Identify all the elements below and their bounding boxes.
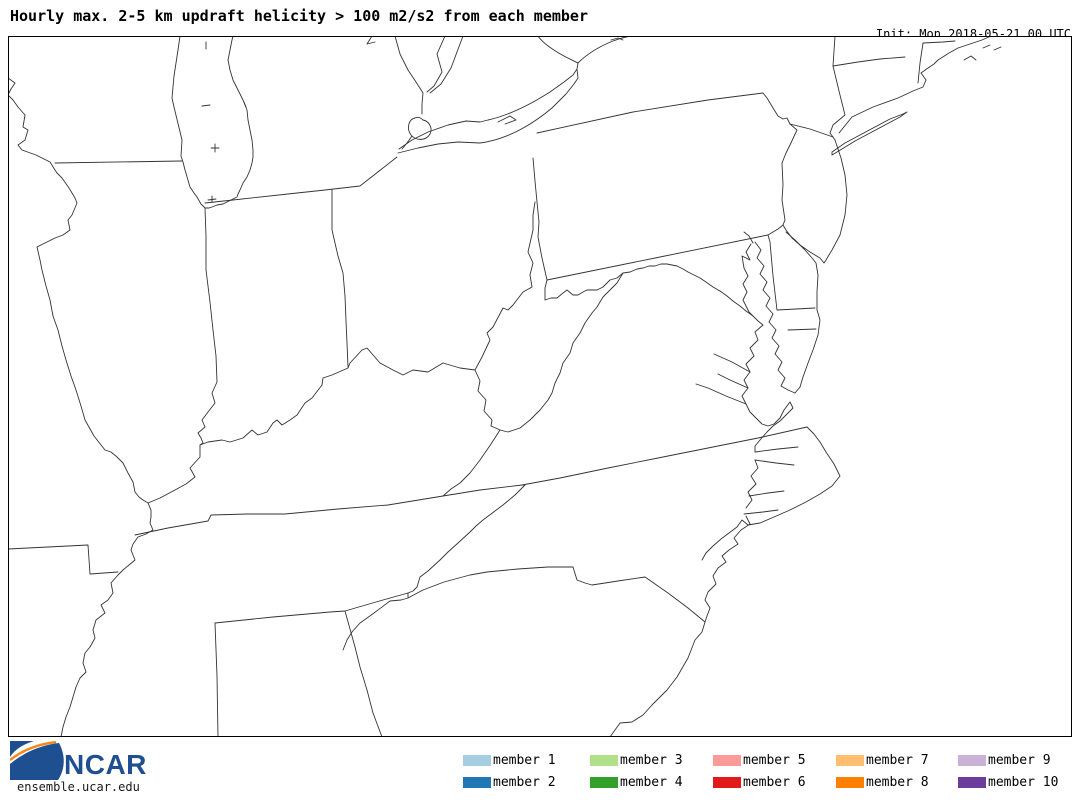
tennessee-south-border (214, 592, 409, 624)
ohio-pennsylvania-border (532, 157, 548, 281)
legend-swatch (836, 754, 864, 766)
legend-item: member 8 (836, 771, 958, 793)
delmarva-atlantic-coast (785, 231, 821, 394)
newengland-state-lines (832, 40, 956, 84)
legend-swatch (590, 754, 618, 766)
legend-label: member 3 (620, 752, 683, 768)
mason-dixon-line (546, 234, 769, 281)
page-title: Hourly max. 2-5 km updraft helicity > 10… (10, 7, 588, 25)
legend-swatch (463, 754, 491, 766)
map-svg (8, 36, 1072, 737)
southcarolina-coastline (609, 621, 706, 737)
newjersey-outline (781, 123, 848, 264)
missouri-arkansas-border (8, 544, 119, 575)
indiana-ohio-border (331, 189, 349, 368)
legend-swatch (463, 776, 491, 788)
legend-item: member 5 (713, 749, 836, 771)
ncar-logo (10, 741, 64, 780)
legend-item: member 2 (463, 771, 590, 793)
delmarva-md-va-line (787, 328, 817, 331)
kentucky-virginia-border (442, 429, 501, 497)
legend-item: member 7 (836, 749, 958, 771)
legend-item: member 6 (713, 771, 836, 793)
pennsylvania-newyork-border (536, 92, 791, 134)
outer-banks (701, 426, 841, 561)
ncar-logo-sail (10, 743, 64, 780)
westvirginia-virginia-border (499, 272, 624, 433)
legend-label: member 4 (620, 774, 683, 790)
lake-michigan-outline (171, 36, 254, 209)
legend-label: member 8 (866, 774, 929, 790)
indiana-michigan-border (204, 156, 398, 204)
chesapeake-bay-west-shore (741, 243, 791, 427)
alabama-georgia-border (344, 610, 383, 737)
chesapeake-bay-east-shore (743, 231, 796, 394)
mississippi-river-border (8, 77, 154, 737)
legend-label: member 9 (988, 752, 1051, 768)
legend-column: member 9 member 10 (958, 749, 1076, 793)
site-url: ensemble.ucar.edu (17, 780, 140, 794)
ncar-wordmark: NCAR (64, 749, 147, 780)
ncar-logo-wedge (10, 741, 34, 757)
lake-erie-outline (397, 62, 579, 154)
legend-item: member 1 (463, 749, 590, 771)
legend-item: member 9 (958, 749, 1076, 771)
bigsandy-wv-ky-border (474, 369, 501, 431)
legend-item: member 3 (590, 749, 713, 771)
northcarolina-coastline (704, 401, 794, 623)
legend-item: member 10 (958, 771, 1076, 793)
map-frame (8, 36, 1072, 737)
lake-huron-stclair-outline (366, 36, 464, 150)
forecast-map (8, 36, 1072, 737)
delaware-borders (767, 224, 816, 311)
long-island-outline (831, 111, 908, 156)
tennessee-northcarolina-border (407, 484, 526, 594)
legend-item: member 4 (590, 771, 713, 793)
legend-swatch (713, 754, 741, 766)
northcarolina-southcarolina-border (407, 566, 706, 623)
legend-label: member 2 (493, 774, 556, 790)
legend-label: member 1 (493, 752, 556, 768)
legend-swatch (958, 776, 986, 788)
albemarle-pamlico-sounds (743, 446, 799, 515)
legend-swatch (958, 754, 986, 766)
legend: member 1 member 2 member 3 member 4 member 5… (463, 749, 1076, 793)
virginia-tidal-rivers (695, 353, 751, 405)
legend-column: member 1 member 2 (463, 749, 590, 793)
virginia-northcarolina-border (521, 426, 808, 486)
ohio-river-border (147, 201, 536, 504)
illinois-indiana-border (197, 207, 218, 446)
lake-graticule-marks (201, 41, 247, 203)
kentucky-tennessee-border (134, 484, 523, 536)
legend-swatch (836, 776, 864, 788)
legend-swatch (713, 776, 741, 788)
mississippi-alabama-border (214, 622, 219, 737)
legend-label: member 10 (988, 774, 1059, 790)
legend-label: member 7 (866, 752, 929, 768)
potomac-md-wv-border (544, 263, 764, 326)
legend-column: member 7 member 8 (836, 749, 958, 793)
legend-label: member 6 (743, 774, 806, 790)
wisconsin-illinois-border (54, 160, 183, 164)
ncar-logo-swoosh (10, 741, 57, 761)
newengland-coastline (838, 36, 1002, 134)
legend-swatch (590, 776, 618, 788)
georgia-southcarolina-border (342, 592, 409, 651)
legend-label: member 5 (743, 752, 806, 768)
legend-column: member 5 member 6 (713, 749, 836, 793)
legend-column: member 3 member 4 (590, 749, 713, 793)
newyork-east-border (829, 36, 846, 138)
lake-ontario-outline (537, 36, 635, 64)
